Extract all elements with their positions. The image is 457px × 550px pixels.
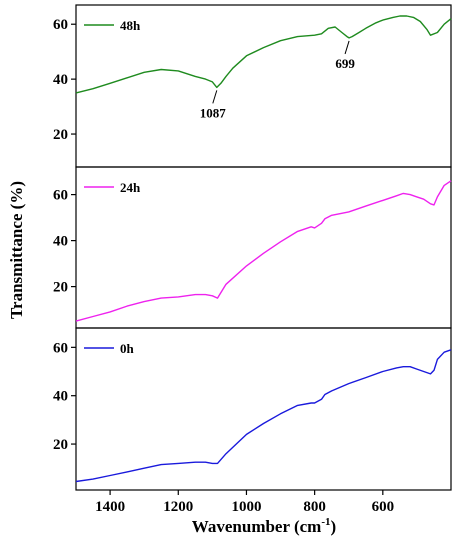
annotation-label: 699 — [335, 56, 355, 71]
x-tick-label: 1000 — [231, 499, 261, 515]
y-axis-title: Transmittance (%) — [7, 181, 26, 319]
x-axis-title: Wavenumber (cm-1) — [192, 516, 336, 536]
x-tick-label: 1400 — [95, 499, 125, 515]
panel-48h: 20 40 60 48h 1087 699 — [53, 4, 452, 168]
legend-label: 48h — [120, 18, 141, 33]
legend-label: 24h — [120, 180, 141, 195]
x-tick-label: 600 — [372, 499, 395, 515]
y-tick-label: 40 — [53, 389, 68, 405]
y-tick-label: 40 — [53, 234, 68, 250]
y-tick-label: 40 — [53, 72, 68, 88]
annotation-leader — [344, 40, 350, 55]
panel-frame — [75, 327, 452, 491]
annotation-leader — [212, 90, 218, 104]
panel-0h: 20 40 60 0h — [53, 327, 452, 491]
y-tick-label: 20 — [53, 280, 68, 296]
y-tick-label: 60 — [53, 188, 68, 204]
x-tick-label: 1200 — [163, 499, 193, 515]
panel-24h: 20 40 60 24h — [53, 166, 452, 329]
series-line-48h — [75, 15, 452, 94]
x-axis: 1400 1200 1000 800 600 — [95, 490, 394, 515]
series-line-24h — [75, 180, 452, 322]
x-tick-label: 800 — [303, 499, 326, 515]
series-line-0h — [75, 349, 452, 483]
annotation-label: 1087 — [200, 105, 227, 120]
y-tick-label: 20 — [53, 437, 68, 453]
y-tick-label: 20 — [53, 127, 68, 143]
x-axis-title-sup: -1 — [321, 516, 330, 528]
legend-label: 0h — [120, 341, 135, 356]
panels-group: 20 40 60 48h 1087 699 20 40 60 24h 20 40 60 0h — [53, 4, 452, 491]
y-tick-label: 60 — [53, 17, 68, 33]
y-tick-label: 60 — [53, 340, 68, 356]
